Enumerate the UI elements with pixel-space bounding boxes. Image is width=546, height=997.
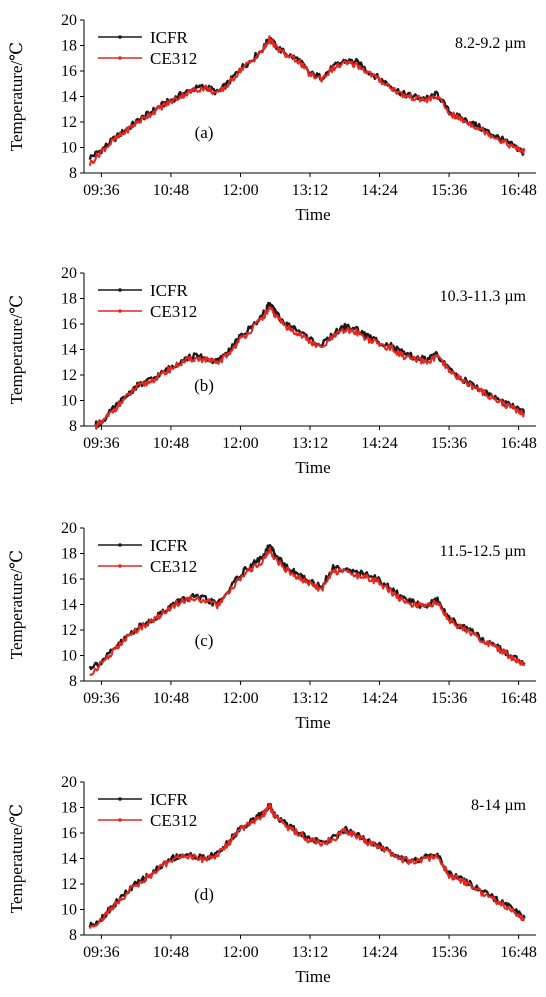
x-tick-label: 10:48: [153, 435, 189, 452]
panel-label: (b): [194, 376, 214, 395]
panel-label: (d): [194, 885, 214, 904]
chart-panel-b: 8 10 12 14 16 18 20 09:36 10:48 12:00 13:12 14:24 15…: [7, 265, 537, 477]
legend-marker-icfr: [118, 35, 122, 39]
legend-marker-ce312: [118, 56, 122, 60]
y-tick-label: 14: [61, 89, 77, 106]
y-axis-title: Temperature/℃: [7, 295, 26, 404]
y-tick-label: 8: [69, 673, 77, 690]
y-tick-label: 20: [61, 774, 77, 791]
series-line-ce312: [89, 546, 526, 676]
legend-label-icfr: ICFR: [150, 28, 188, 47]
y-tick-label: 8: [69, 165, 77, 182]
legend-label-ce312: CE312: [150, 49, 197, 68]
series-line-ce312: [94, 306, 526, 430]
chart-panel-c: 8 10 12 14 16 18 20 09:36 10:48 12:00 13:12 14:24 15…: [7, 520, 537, 732]
y-tick-label: 16: [61, 571, 77, 588]
x-tick-label: 09:36: [83, 944, 119, 961]
y-tick-label: 8: [69, 418, 77, 435]
panel-label: (a): [195, 123, 214, 142]
x-tick-label: 16:48: [500, 690, 536, 707]
series-line-icfr: [94, 301, 525, 428]
series-line-ce312: [88, 35, 526, 167]
y-tick-label: 14: [61, 597, 77, 614]
y-tick-label: 14: [61, 342, 77, 359]
legend-marker-icfr: [118, 797, 122, 801]
x-tick-label: 15:36: [431, 944, 467, 961]
y-tick-label: 18: [61, 800, 77, 817]
chart-panel-a: 8 10 12 14 16 18 20 09:36 10:48 12:00 13:12 14:24 15…: [7, 12, 537, 224]
x-axis-title: Time: [295, 713, 330, 732]
x-axis-title: Time: [295, 458, 330, 477]
x-axis-title: Time: [295, 967, 330, 986]
band-label: 11.5-12.5 µm: [440, 543, 527, 560]
x-tick-label: 14:24: [361, 182, 397, 199]
x-tick-label: 13:12: [292, 944, 328, 961]
y-tick-label: 16: [61, 316, 77, 333]
x-tick-label: 14:24: [361, 944, 397, 961]
x-tick-label: 12:00: [222, 435, 258, 452]
legend-label-icfr: ICFR: [150, 536, 188, 555]
legend-marker-ce312: [118, 818, 122, 822]
x-tick-label: 09:36: [83, 690, 119, 707]
legend-label-ce312: CE312: [150, 302, 197, 321]
x-tick-label: 12:00: [222, 944, 258, 961]
x-tick-label: 16:48: [500, 435, 536, 452]
y-tick-label: 10: [61, 902, 77, 919]
y-axis-title: Temperature/℃: [7, 550, 26, 659]
y-axis-title: Temperature/℃: [7, 804, 26, 913]
legend-marker-ce312: [118, 309, 122, 313]
panel-label: (c): [195, 631, 214, 650]
y-tick-label: 12: [61, 876, 77, 893]
x-tick-label: 10:48: [153, 944, 189, 961]
x-tick-label: 09:36: [83, 182, 119, 199]
legend-marker-icfr: [118, 543, 122, 547]
y-tick-label: 16: [61, 825, 77, 842]
y-tick-label: 20: [61, 265, 77, 282]
y-axis-title: Temperature/℃: [7, 42, 26, 151]
x-tick-label: 15:36: [431, 182, 467, 199]
legend-label-icfr: ICFR: [150, 790, 188, 809]
x-tick-label: 14:24: [361, 690, 397, 707]
y-tick-label: 12: [61, 114, 77, 131]
x-tick-label: 12:00: [222, 690, 258, 707]
x-tick-label: 13:12: [292, 690, 328, 707]
legend-label-ce312: CE312: [150, 811, 197, 830]
series-line-ce312: [88, 803, 525, 930]
y-tick-label: 12: [61, 367, 77, 384]
legend-label-icfr: ICFR: [150, 281, 188, 300]
x-axis-title: Time: [295, 205, 330, 224]
x-tick-label: 16:48: [500, 182, 536, 199]
x-tick-label: 13:12: [292, 435, 328, 452]
y-tick-label: 10: [61, 393, 77, 410]
band-label: 8.2-9.2 µm: [455, 35, 527, 52]
legend-marker-icfr: [118, 288, 122, 292]
y-tick-label: 12: [61, 622, 77, 639]
x-tick-label: 09:36: [83, 435, 119, 452]
x-tick-label: 15:36: [431, 435, 467, 452]
legend-label-ce312: CE312: [150, 557, 197, 576]
y-tick-label: 10: [61, 140, 77, 157]
y-tick-label: 14: [61, 851, 77, 868]
x-tick-label: 14:24: [361, 435, 397, 452]
y-tick-label: 18: [61, 38, 77, 55]
x-tick-label: 10:48: [153, 690, 189, 707]
y-tick-label: 10: [61, 648, 77, 665]
y-tick-label: 8: [69, 927, 77, 944]
band-label: 8-14 µm: [471, 797, 527, 814]
legend-marker-ce312: [118, 564, 122, 568]
chart-panel-d: 8 10 12 14 16 18 20 09:36 10:48 12:00 13:12 14:24 15…: [7, 774, 537, 986]
y-tick-label: 20: [61, 12, 77, 29]
y-tick-label: 18: [61, 546, 77, 563]
band-label: 10.3-11.3 µm: [440, 288, 527, 305]
y-tick-label: 18: [61, 291, 77, 308]
x-tick-label: 16:48: [500, 944, 536, 961]
x-tick-label: 10:48: [153, 182, 189, 199]
y-tick-label: 20: [61, 520, 77, 537]
x-tick-label: 13:12: [292, 182, 328, 199]
y-tick-label: 16: [61, 63, 77, 80]
x-tick-label: 15:36: [431, 690, 467, 707]
x-tick-label: 12:00: [222, 182, 258, 199]
